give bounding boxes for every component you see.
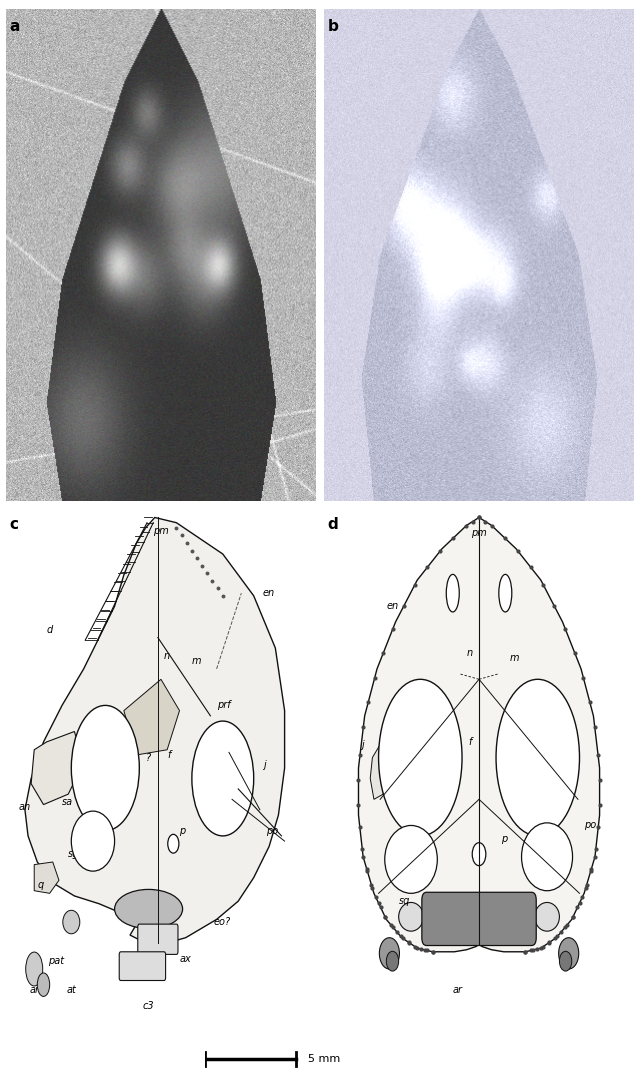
Text: at: at [67, 984, 76, 995]
Ellipse shape [379, 679, 462, 836]
Text: j: j [362, 740, 364, 749]
Ellipse shape [534, 902, 559, 931]
Text: q: q [37, 880, 44, 890]
Text: f: f [167, 751, 170, 760]
Ellipse shape [37, 973, 50, 996]
Ellipse shape [115, 889, 182, 928]
Text: stf: stf [87, 823, 99, 833]
Text: an: an [19, 803, 31, 812]
Ellipse shape [446, 574, 460, 612]
Ellipse shape [499, 574, 512, 612]
Ellipse shape [387, 951, 399, 971]
Text: j: j [263, 760, 266, 770]
Ellipse shape [399, 902, 424, 931]
Ellipse shape [496, 679, 579, 836]
Text: 5 mm: 5 mm [308, 1054, 340, 1065]
Ellipse shape [71, 811, 115, 871]
Ellipse shape [385, 825, 437, 893]
Ellipse shape [559, 951, 572, 971]
Text: b: b [328, 18, 339, 34]
Text: pat: pat [48, 956, 64, 966]
Text: eo?: eo? [214, 917, 230, 927]
Text: prf: prf [216, 701, 230, 710]
Text: stf: stf [399, 831, 411, 840]
Polygon shape [358, 518, 600, 952]
Text: prf: prf [534, 695, 548, 705]
Text: ?: ? [146, 753, 151, 762]
Text: op: op [68, 917, 81, 927]
Text: sa: sa [62, 797, 73, 807]
Text: sq: sq [399, 896, 410, 906]
Text: c3: c3 [143, 1001, 154, 1010]
Text: n: n [164, 651, 170, 661]
Ellipse shape [71, 705, 140, 831]
Text: pm: pm [471, 529, 487, 538]
Text: p: p [179, 825, 186, 836]
Text: p: p [500, 834, 507, 844]
Text: pm: pm [153, 525, 169, 535]
Polygon shape [31, 731, 84, 805]
Text: ar: ar [452, 984, 463, 995]
Ellipse shape [63, 911, 80, 934]
Text: c: c [10, 518, 19, 533]
Text: en: en [387, 601, 399, 611]
Ellipse shape [522, 823, 573, 890]
Text: pof: pof [541, 751, 557, 760]
Text: pof: pof [232, 753, 248, 762]
Text: so: so [146, 896, 157, 906]
Text: m: m [192, 656, 202, 666]
Text: sg: sg [68, 849, 79, 859]
Text: f: f [468, 736, 472, 747]
Polygon shape [25, 518, 285, 943]
Text: a: a [10, 18, 20, 34]
Circle shape [168, 834, 179, 853]
Text: so: so [479, 917, 491, 927]
Text: ar: ar [29, 984, 39, 995]
Ellipse shape [559, 938, 579, 969]
FancyBboxPatch shape [119, 952, 166, 980]
Text: n: n [467, 649, 473, 658]
Ellipse shape [192, 721, 253, 836]
Text: d: d [47, 625, 53, 635]
Text: d: d [328, 518, 339, 533]
FancyBboxPatch shape [138, 924, 178, 954]
Polygon shape [34, 862, 59, 893]
Text: m: m [510, 653, 520, 664]
Ellipse shape [380, 938, 399, 969]
Polygon shape [370, 742, 387, 799]
Ellipse shape [26, 952, 43, 986]
Circle shape [472, 843, 486, 865]
Text: po: po [584, 821, 596, 831]
Polygon shape [124, 679, 179, 755]
Text: en: en [263, 588, 275, 598]
FancyBboxPatch shape [422, 892, 536, 945]
Text: pt: pt [118, 736, 128, 747]
Text: ax: ax [179, 953, 191, 964]
Text: po: po [266, 825, 278, 836]
